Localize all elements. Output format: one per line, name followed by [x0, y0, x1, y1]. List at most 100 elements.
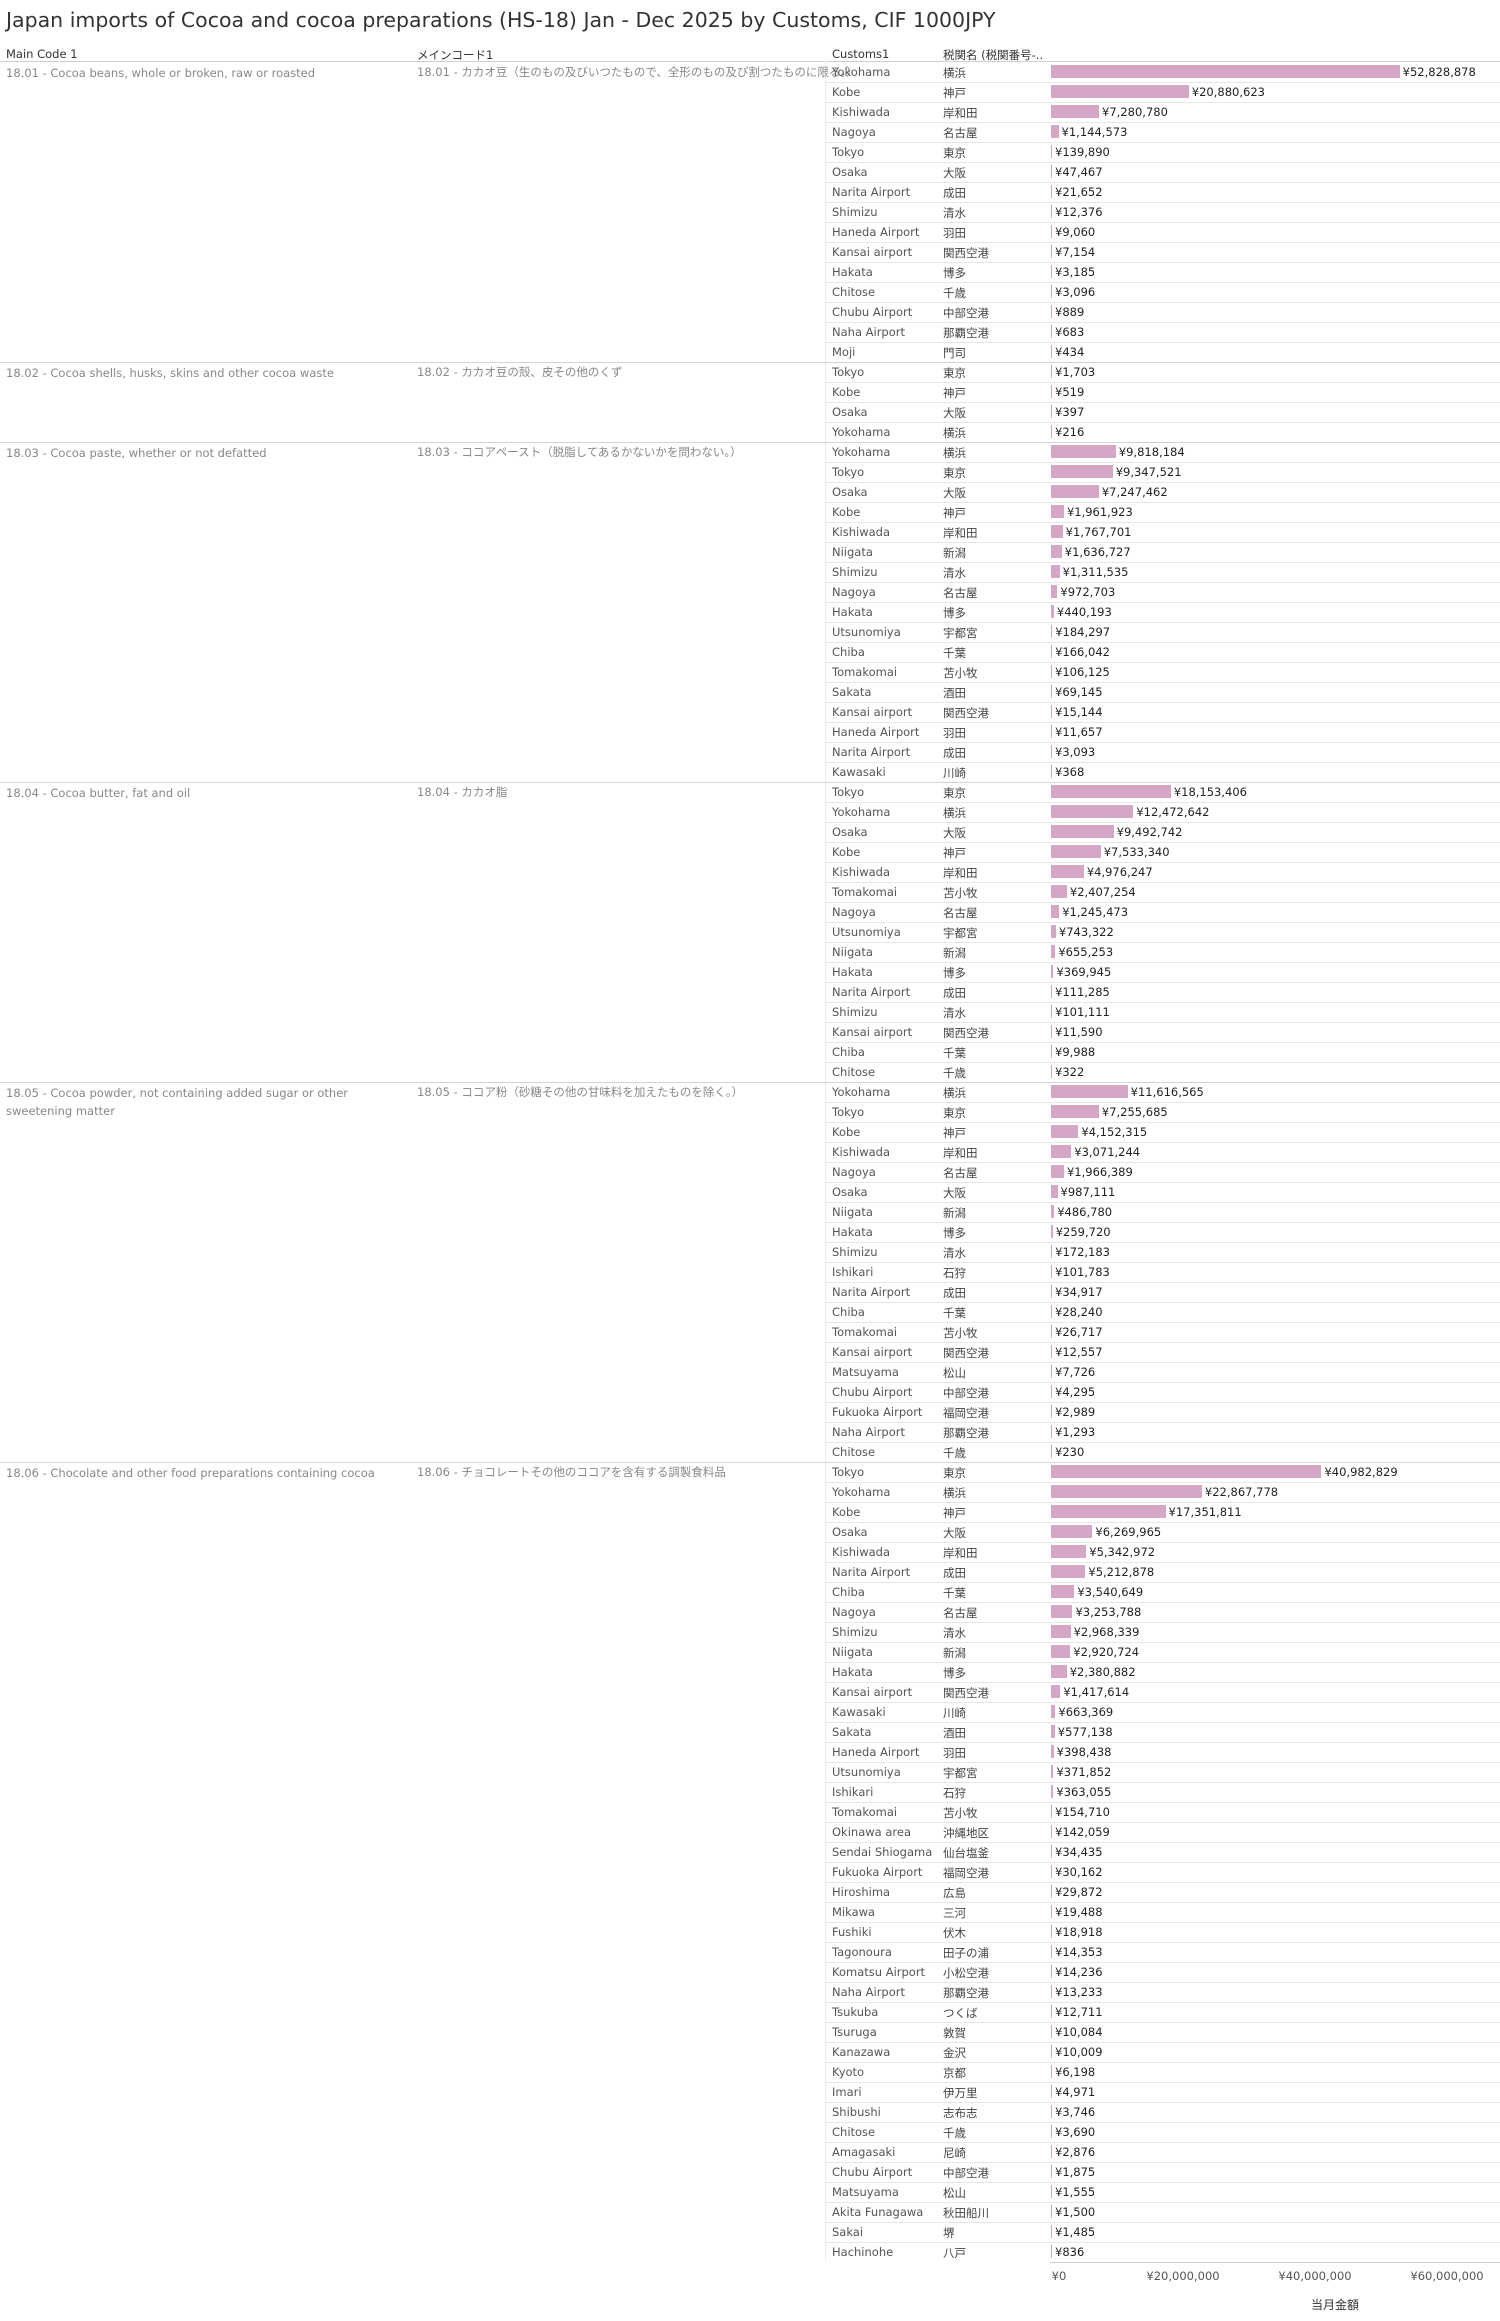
customs-name-en[interactable]: Sakai	[832, 2225, 864, 2239]
customs-name-en[interactable]: Ishikari	[832, 1265, 874, 1279]
customs-name-ja[interactable]: 清水	[943, 566, 966, 580]
customs-name-ja[interactable]: 中部空港	[943, 1386, 989, 1400]
customs-name-en[interactable]: Yokohama	[832, 65, 891, 79]
bar[interactable]	[1051, 1845, 1052, 1858]
bar[interactable]	[1051, 1185, 1058, 1198]
customs-name-en[interactable]: Matsuyama	[832, 1365, 899, 1379]
main-code-label[interactable]: 18.06 - Chocolate and other food prepara…	[6, 1466, 375, 1480]
customs-name-ja[interactable]: 岸和田	[943, 526, 978, 540]
customs-name-ja[interactable]: 横浜	[943, 66, 966, 80]
bar[interactable]	[1051, 1865, 1052, 1878]
bar[interactable]	[1051, 185, 1052, 198]
customs-name-ja[interactable]: 志布志	[943, 2106, 978, 2120]
customs-name-ja[interactable]: 清水	[943, 1626, 966, 1640]
customs-name-en[interactable]: Niigata	[832, 1205, 873, 1219]
customs-name-ja[interactable]: 千葉	[943, 646, 966, 660]
customs-name-ja[interactable]: 岸和田	[943, 866, 978, 880]
customs-name-en[interactable]: Chitose	[832, 285, 876, 299]
customs-name-en[interactable]: Chitose	[832, 1445, 876, 1459]
customs-name-ja[interactable]: 神戸	[943, 846, 966, 860]
bar[interactable]	[1051, 1385, 1052, 1398]
customs-name-en[interactable]: Shimizu	[832, 1625, 878, 1639]
bar[interactable]	[1051, 585, 1058, 598]
customs-name-en[interactable]: Haneda Airport	[832, 725, 920, 739]
customs-name-ja[interactable]: 神戸	[943, 386, 966, 400]
customs-name-en[interactable]: Chitose	[832, 2125, 876, 2139]
customs-name-ja[interactable]: 千歳	[943, 1066, 966, 1080]
customs-name-ja[interactable]: 東京	[943, 1466, 966, 1480]
customs-name-en[interactable]: Shimizu	[832, 565, 878, 579]
customs-name-ja[interactable]: 中部空港	[943, 2166, 989, 2180]
customs-name-ja[interactable]: 広島	[943, 1886, 966, 1900]
customs-name-ja[interactable]: 博多	[943, 1226, 966, 1240]
main-code-ja-label[interactable]: 18.06 - チョコレートその他のココアを含有する調製食料品	[417, 1465, 726, 1479]
customs-name-ja[interactable]: 秋田船川	[943, 2206, 989, 2220]
customs-name-ja[interactable]: 大阪	[943, 1186, 966, 1200]
customs-name-ja[interactable]: 成田	[943, 746, 966, 760]
customs-name-en[interactable]: Hakata	[832, 265, 873, 279]
customs-name-ja[interactable]: 川崎	[943, 766, 966, 780]
bar[interactable]	[1051, 1785, 1054, 1798]
customs-name-en[interactable]: Matsuyama	[832, 2185, 899, 2199]
customs-name-en[interactable]: Hachinohe	[832, 2245, 894, 2259]
bar[interactable]	[1051, 1065, 1052, 1078]
customs-name-ja[interactable]: 仙台塩釜	[943, 1846, 989, 1860]
customs-name-ja[interactable]: 宇都宮	[943, 926, 978, 940]
customs-name-en[interactable]: Narita Airport	[832, 1285, 911, 1299]
bar[interactable]	[1051, 945, 1056, 958]
customs-name-en[interactable]: Sakata	[832, 685, 872, 699]
customs-name-en[interactable]: Chiba	[832, 1585, 865, 1599]
customs-name-en[interactable]: Chiba	[832, 1305, 865, 1319]
customs-name-en[interactable]: Kansai airport	[832, 1345, 913, 1359]
bar[interactable]	[1051, 825, 1114, 838]
bar[interactable]	[1051, 1405, 1052, 1418]
customs-name-en[interactable]: Niigata	[832, 1645, 873, 1659]
bar[interactable]	[1051, 205, 1052, 218]
bar[interactable]	[1051, 1725, 1055, 1738]
bar[interactable]	[1051, 1485, 1202, 1498]
customs-name-en[interactable]: Osaka	[832, 165, 868, 179]
customs-name-ja[interactable]: 金沢	[943, 2046, 966, 2060]
customs-name-ja[interactable]: 関西空港	[943, 246, 989, 260]
bar[interactable]	[1051, 165, 1052, 178]
customs-name-ja[interactable]: 宇都宮	[943, 1766, 978, 1780]
customs-name-ja[interactable]: 関西空港	[943, 706, 989, 720]
customs-name-ja[interactable]: 成田	[943, 986, 966, 1000]
customs-name-en[interactable]: Shimizu	[832, 1245, 878, 1259]
customs-name-en[interactable]: Kanazawa	[832, 2045, 891, 2059]
customs-name-ja[interactable]: 千歳	[943, 1446, 966, 1460]
customs-name-en[interactable]: Kansai airport	[832, 705, 913, 719]
customs-name-en[interactable]: Chiba	[832, 1045, 865, 1059]
customs-name-en[interactable]: Chubu Airport	[832, 305, 913, 319]
customs-name-ja[interactable]: 横浜	[943, 426, 966, 440]
customs-name-ja[interactable]: 堺	[943, 2226, 955, 2240]
customs-name-en[interactable]: Nagoya	[832, 905, 876, 919]
customs-name-ja[interactable]: 名古屋	[943, 126, 978, 140]
bar[interactable]	[1051, 225, 1052, 238]
customs-name-en[interactable]: Kansai airport	[832, 1025, 913, 1039]
bar[interactable]	[1051, 1005, 1052, 1018]
customs-name-ja[interactable]: 東京	[943, 466, 966, 480]
customs-name-en[interactable]: Tsuruga	[832, 2025, 877, 2039]
bar[interactable]	[1051, 525, 1063, 538]
customs-name-ja[interactable]: 福岡空港	[943, 1866, 989, 1880]
customs-name-ja[interactable]: 神戸	[943, 1126, 966, 1140]
bar[interactable]	[1051, 365, 1052, 378]
bar[interactable]	[1051, 805, 1134, 818]
bar[interactable]	[1051, 645, 1053, 658]
customs-name-ja[interactable]: 名古屋	[943, 1166, 978, 1180]
customs-name-en[interactable]: Narita Airport	[832, 985, 911, 999]
customs-name-ja[interactable]: 羽田	[943, 226, 966, 240]
customs-name-ja[interactable]: 新潟	[943, 946, 966, 960]
customs-name-ja[interactable]: 横浜	[943, 1086, 966, 1100]
bar[interactable]	[1051, 465, 1113, 478]
bar[interactable]	[1051, 1165, 1064, 1178]
customs-name-en[interactable]: Kyoto	[832, 2065, 865, 2079]
customs-name-en[interactable]: Hakata	[832, 1665, 873, 1679]
customs-name-ja[interactable]: 福岡空港	[943, 1406, 989, 1420]
bar[interactable]	[1051, 105, 1100, 118]
customs-name-ja[interactable]: 成田	[943, 186, 966, 200]
bar[interactable]	[1051, 925, 1056, 938]
customs-name-en[interactable]: Shibushi	[832, 2105, 881, 2119]
customs-name-ja[interactable]: 伏木	[943, 1926, 966, 1940]
